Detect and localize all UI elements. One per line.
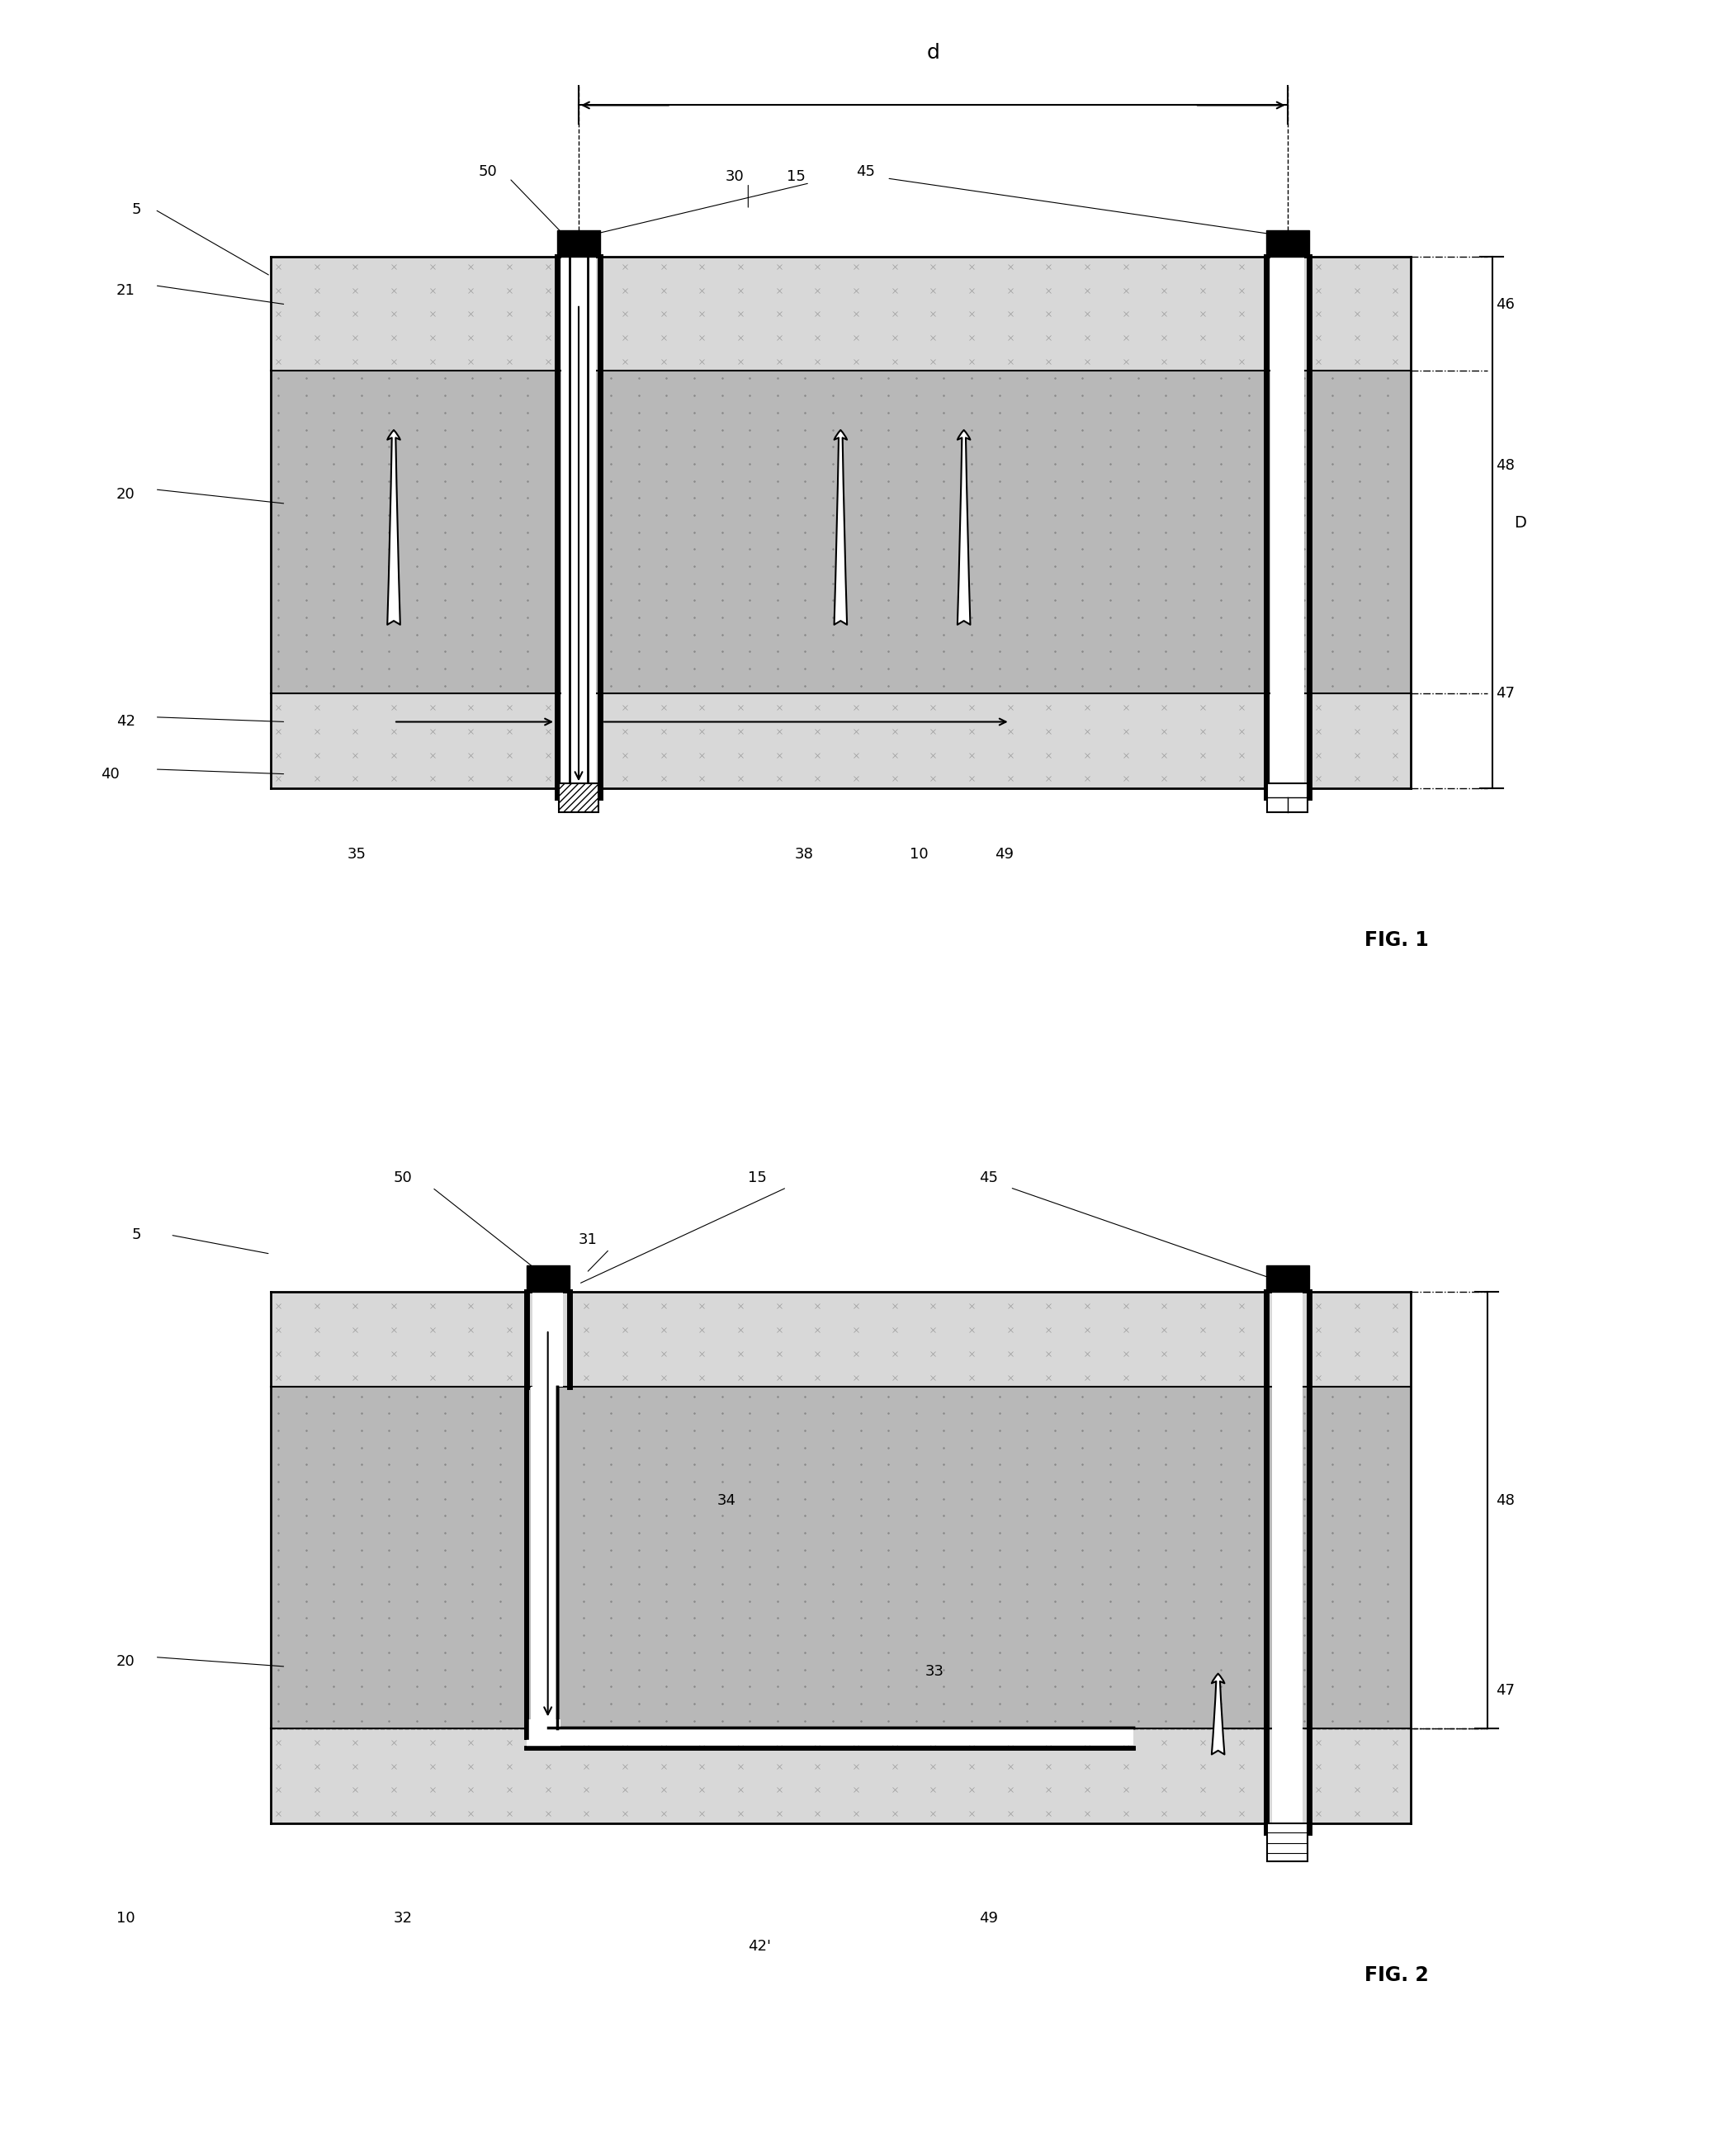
Bar [1272, 1283, 1303, 1833]
Bar [532, 1291, 563, 1386]
Bar [562, 248, 596, 798]
Text: 5: 5 [132, 203, 142, 218]
Bar [270, 694, 1411, 789]
Text: d: d [926, 43, 940, 63]
Text: 49: 49 [979, 1910, 998, 1925]
Text: 50: 50 [394, 1171, 413, 1186]
Text: 48: 48 [1496, 1494, 1515, 1507]
Bar [526, 1266, 570, 1291]
Bar [556, 231, 601, 257]
Text: 46: 46 [1496, 298, 1515, 313]
Bar [529, 1727, 1133, 1746]
Text: 5: 5 [132, 1227, 142, 1242]
Bar [1265, 231, 1310, 257]
Text: 47: 47 [1496, 686, 1515, 701]
Bar [572, 244, 587, 806]
Bar [1267, 783, 1308, 813]
Text: 42': 42' [748, 1938, 772, 1953]
Text: 15: 15 [788, 168, 806, 183]
Text: 15: 15 [748, 1171, 767, 1186]
Text: 49: 49 [995, 847, 1014, 862]
Text: D: D [1513, 515, 1525, 530]
Text: 45: 45 [856, 164, 875, 179]
Bar [558, 783, 599, 813]
Text: 20: 20 [116, 487, 135, 502]
Text: 20: 20 [116, 1654, 135, 1669]
Text: FIG. 2: FIG. 2 [1364, 1964, 1428, 1986]
Text: 35: 35 [348, 847, 366, 862]
Bar [270, 1386, 1411, 1729]
Text: 42: 42 [116, 714, 135, 729]
Text: FIG. 1: FIG. 1 [1364, 929, 1428, 951]
Bar [1267, 1824, 1308, 1861]
Bar [270, 257, 1411, 371]
Text: 38: 38 [794, 847, 813, 862]
Text: 45: 45 [979, 1171, 998, 1186]
Bar [270, 1729, 1411, 1824]
Text: 34: 34 [717, 1494, 736, 1507]
Text: 30: 30 [726, 168, 743, 183]
Text: 10: 10 [116, 1910, 135, 1925]
Bar [531, 1386, 556, 1738]
Text: 32: 32 [394, 1910, 413, 1925]
Text: 33: 33 [926, 1664, 945, 1680]
Bar [1265, 1266, 1310, 1291]
Bar [270, 1291, 1411, 1386]
Text: 31: 31 [579, 1233, 597, 1246]
Bar [1270, 248, 1305, 798]
Bar [270, 371, 1411, 694]
Bar [526, 1720, 560, 1749]
Text: 48: 48 [1496, 459, 1515, 472]
Text: 21: 21 [116, 282, 135, 298]
Text: 47: 47 [1496, 1684, 1515, 1697]
Text: 10: 10 [911, 847, 928, 862]
Text: 50: 50 [479, 164, 496, 179]
Text: 40: 40 [101, 768, 120, 780]
